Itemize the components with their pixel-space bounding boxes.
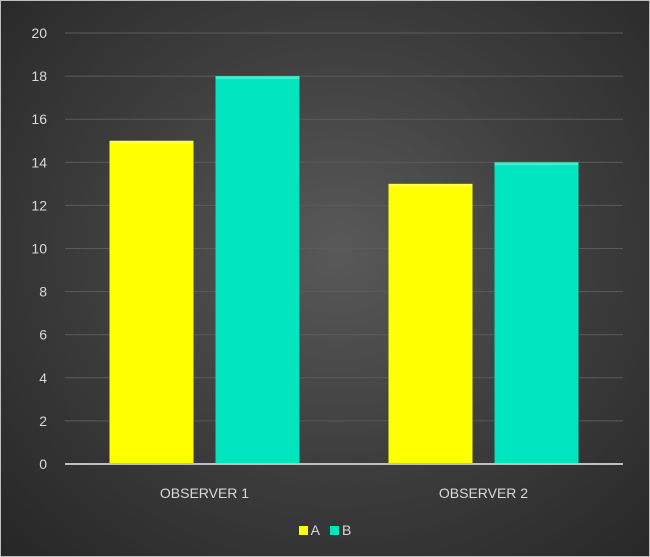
y-tick-label: 20: [31, 25, 47, 41]
legend-swatch-a: [298, 525, 308, 535]
bars: [109, 76, 579, 465]
x-axis-category-labels: OBSERVER 1 OBSERVER 2: [160, 485, 528, 501]
y-tick-label: 10: [31, 241, 47, 257]
bar-a-1: [109, 140, 194, 464]
y-tick-label: 18: [31, 68, 47, 84]
bar-bevel: [494, 162, 579, 166]
y-axis-tick-labels: 0 2 4 6 8 10 12 14 16 18 20: [31, 25, 47, 472]
legend: A B: [1, 522, 649, 538]
y-tick-label: 2: [39, 413, 47, 429]
y-tick-label: 8: [39, 284, 47, 300]
bar-bevel: [388, 183, 473, 187]
bar-bevel: [109, 140, 194, 144]
legend-item-a: A: [298, 522, 320, 538]
legend-label-a: A: [310, 522, 320, 538]
bar-b-1: [215, 76, 300, 464]
bar-a-2: [388, 183, 473, 464]
y-tick-label: 0: [39, 456, 47, 472]
y-tick-label: 14: [31, 154, 47, 170]
bar-b-2: [494, 162, 579, 465]
legend-item-b: B: [330, 522, 351, 538]
y-tick-label: 4: [39, 370, 47, 386]
y-tick-label: 16: [31, 111, 47, 127]
x-tick-label: OBSERVER 1: [160, 485, 249, 501]
legend-label-b: B: [342, 522, 352, 538]
bar-bevel: [215, 76, 300, 80]
y-tick-label: 12: [31, 197, 47, 213]
y-tick-label: 6: [39, 327, 47, 343]
legend-swatch-b: [330, 525, 339, 535]
x-tick-label: OBSERVER 2: [439, 485, 528, 501]
